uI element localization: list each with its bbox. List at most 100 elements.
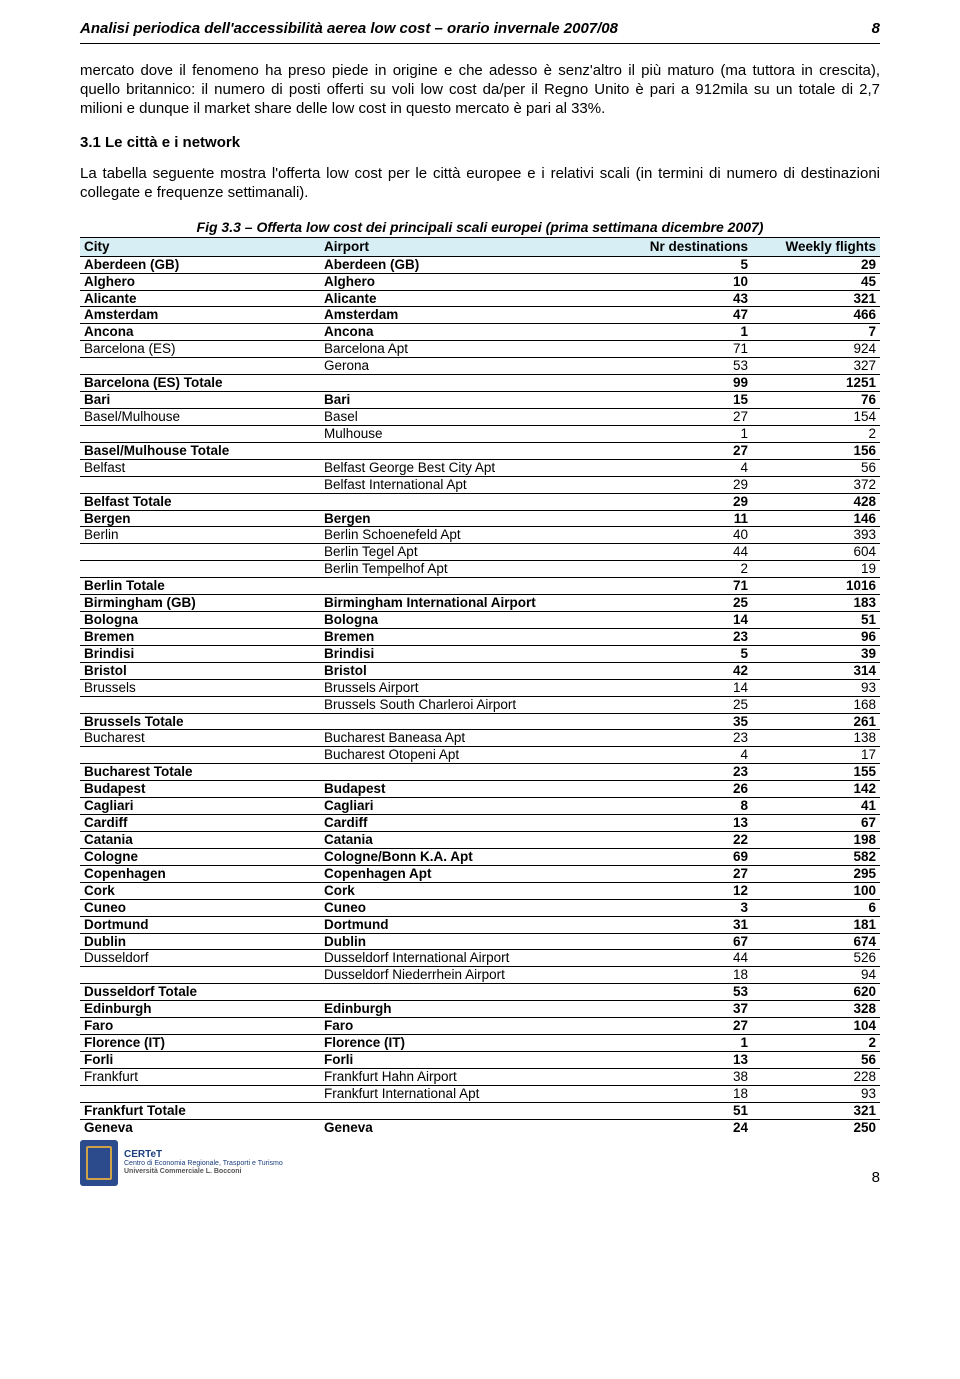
table-row: CologneCologne/Bonn K.A. Apt69582 xyxy=(80,848,880,865)
cell-airport: Berlin Tegel Apt xyxy=(320,544,624,561)
col-city: City xyxy=(80,237,320,256)
cell-airport: Basel xyxy=(320,408,624,425)
paragraph-2: La tabella seguente mostra l'offerta low… xyxy=(80,165,880,203)
cell-wf: 76 xyxy=(752,392,880,409)
cell-nr: 37 xyxy=(624,1001,752,1018)
table-row: Frankfurt International Apt1893 xyxy=(80,1085,880,1102)
cell-nr: 14 xyxy=(624,612,752,629)
cell-wf: 67 xyxy=(752,815,880,832)
cell-airport: Alicante xyxy=(320,290,624,307)
cell-city: Bari xyxy=(80,392,320,409)
cell-wf: 104 xyxy=(752,1018,880,1035)
table-row: Gerona53327 xyxy=(80,358,880,375)
table-caption: Fig 3.3 – Offerta low cost dei principal… xyxy=(80,219,880,235)
cell-airport xyxy=(320,442,624,459)
cell-wf: 96 xyxy=(752,628,880,645)
cell-nr: 5 xyxy=(624,645,752,662)
cell-city: Dusseldorf Totale xyxy=(80,984,320,1001)
cell-nr: 71 xyxy=(624,341,752,358)
cell-airport: Florence (IT) xyxy=(320,1035,624,1052)
cell-wf: 183 xyxy=(752,595,880,612)
cell-airport: Frankfurt Hahn Airport xyxy=(320,1068,624,1085)
cell-nr: 44 xyxy=(624,544,752,561)
cell-airport: Cardiff xyxy=(320,815,624,832)
page-number: 8 xyxy=(872,1169,880,1186)
cell-city xyxy=(80,696,320,713)
cell-city: Dortmund xyxy=(80,916,320,933)
table-row: CagliariCagliari841 xyxy=(80,798,880,815)
cell-city: Bucharest xyxy=(80,730,320,747)
cell-airport xyxy=(320,578,624,595)
footer: CERTeT Centro di Economia Regionale, Tra… xyxy=(80,1140,880,1186)
cell-city: Aberdeen (GB) xyxy=(80,256,320,273)
table-row: BristolBristol42314 xyxy=(80,662,880,679)
cell-airport: Aberdeen (GB) xyxy=(320,256,624,273)
table-row: BrindisiBrindisi539 xyxy=(80,645,880,662)
table-row: DusseldorfDusseldorf International Airpo… xyxy=(80,950,880,967)
cell-nr: 40 xyxy=(624,527,752,544)
col-airport: Airport xyxy=(320,237,624,256)
cell-nr: 5 xyxy=(624,256,752,273)
cell-wf: 250 xyxy=(752,1119,880,1135)
cell-wf: 29 xyxy=(752,256,880,273)
cell-nr: 22 xyxy=(624,832,752,849)
cell-city: Frankfurt xyxy=(80,1068,320,1085)
cell-city: Cork xyxy=(80,882,320,899)
cell-wf: 39 xyxy=(752,645,880,662)
cell-nr: 42 xyxy=(624,662,752,679)
table-row: Berlin Tegel Apt44604 xyxy=(80,544,880,561)
table-row: FrankfurtFrankfurt Hahn Airport38228 xyxy=(80,1068,880,1085)
cell-city: Budapest xyxy=(80,781,320,798)
cell-wf: 19 xyxy=(752,561,880,578)
cell-city: Belfast xyxy=(80,459,320,476)
table-row: Brussels Totale35261 xyxy=(80,713,880,730)
cell-airport: Birmingham International Airport xyxy=(320,595,624,612)
cell-nr: 11 xyxy=(624,510,752,527)
cell-airport: Bari xyxy=(320,392,624,409)
table-row: BrusselsBrussels Airport1493 xyxy=(80,679,880,696)
cell-wf: 924 xyxy=(752,341,880,358)
cell-wf: 56 xyxy=(752,459,880,476)
cell-airport: Barcelona Apt xyxy=(320,341,624,358)
cell-airport: Alghero xyxy=(320,273,624,290)
header-page: 8 xyxy=(872,20,880,37)
table-row: DublinDublin67674 xyxy=(80,933,880,950)
cell-nr: 13 xyxy=(624,1052,752,1069)
cell-airport: Cork xyxy=(320,882,624,899)
cell-airport: Faro xyxy=(320,1018,624,1035)
cell-nr: 47 xyxy=(624,307,752,324)
table-row: Barcelona (ES)Barcelona Apt71924 xyxy=(80,341,880,358)
table-row: Florence (IT)Florence (IT)12 xyxy=(80,1035,880,1052)
cell-city: Bologna xyxy=(80,612,320,629)
cell-wf: 372 xyxy=(752,476,880,493)
cell-airport: Frankfurt International Apt xyxy=(320,1085,624,1102)
cell-wf: 138 xyxy=(752,730,880,747)
table-row: CuneoCuneo36 xyxy=(80,899,880,916)
cell-wf: 321 xyxy=(752,1102,880,1119)
cell-airport xyxy=(320,493,624,510)
table-row: AnconaAncona17 xyxy=(80,324,880,341)
cell-nr: 18 xyxy=(624,1085,752,1102)
cell-nr: 25 xyxy=(624,595,752,612)
cell-city: Copenhagen xyxy=(80,865,320,882)
table-row: BremenBremen2396 xyxy=(80,628,880,645)
cell-wf: 620 xyxy=(752,984,880,1001)
table-row: Aberdeen (GB)Aberdeen (GB)529 xyxy=(80,256,880,273)
cell-airport: Belfast George Best City Apt xyxy=(320,459,624,476)
cell-wf: 156 xyxy=(752,442,880,459)
table-row: Dusseldorf Totale53620 xyxy=(80,984,880,1001)
table-row: CorkCork12100 xyxy=(80,882,880,899)
table-row: BolognaBologna1451 xyxy=(80,612,880,629)
table-row: Dusseldorf Niederrhein Airport1894 xyxy=(80,967,880,984)
cell-airport: Bristol xyxy=(320,662,624,679)
table-row: BariBari1576 xyxy=(80,392,880,409)
cell-city: Catania xyxy=(80,832,320,849)
cell-wf: 1251 xyxy=(752,375,880,392)
cell-airport xyxy=(320,984,624,1001)
cell-city: Cagliari xyxy=(80,798,320,815)
cell-wf: 228 xyxy=(752,1068,880,1085)
bocconi-logo-icon xyxy=(80,1140,118,1186)
cell-airport xyxy=(320,1102,624,1119)
cell-wf: 261 xyxy=(752,713,880,730)
cell-nr: 99 xyxy=(624,375,752,392)
